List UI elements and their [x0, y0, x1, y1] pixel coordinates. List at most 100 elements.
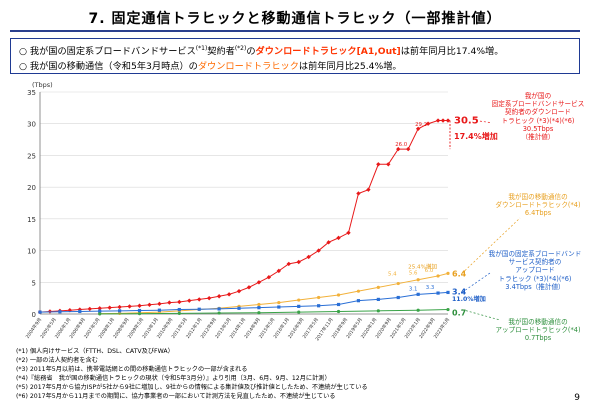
- data-point: [440, 118, 446, 123]
- callout-connector: [461, 309, 501, 321]
- growth-label-fixed: 17.4%増加: [454, 131, 498, 141]
- data-point: [217, 311, 221, 315]
- data-point: [286, 261, 291, 267]
- summary-line-fixed: ○ 我が国の固定系ブロードバンドサービス(*1)契約者(*2)のダウンロードトラ…: [19, 41, 571, 59]
- data-point: [216, 294, 222, 299]
- data-point: [356, 299, 361, 303]
- title-divider: [10, 30, 580, 32]
- callout-mobile-upload-line: 我が国の移動通信の: [508, 318, 568, 326]
- callout-mobile-download: 我が国の移動通信の ダウンロードトラヒック(*4) 6.4Tbps: [490, 193, 586, 218]
- data-point: [316, 248, 321, 253]
- data-point: [446, 290, 450, 295]
- data-point: [366, 187, 371, 192]
- callout-fixed-upload-line: サービス契約者の: [508, 258, 562, 267]
- footnote-3: (*3) 2011年5月以前は、携帯電話網との間の移動通信トラヒックの一部が含ま…: [16, 365, 248, 373]
- callout-mobile-upload-line: アップロードトラヒック(*4): [495, 326, 581, 335]
- data-point: [336, 293, 341, 297]
- callout-fixed-upload-line: 3.4Tbps（推計値）: [505, 282, 565, 291]
- data-point: [87, 306, 92, 312]
- data-point: [147, 302, 152, 308]
- data-point: [206, 295, 212, 301]
- end-label-mobile-upload: 0.7: [452, 309, 466, 318]
- callout-fixed-upload-line: 我が国の固定系ブロードバンド: [488, 250, 582, 258]
- data-point: [396, 295, 400, 300]
- callout-fixed-upload-line: アップロード: [515, 266, 555, 275]
- summary-line2-suffix: は前年同月比25.4%増。: [298, 61, 402, 73]
- summary-line1-mid: 契約者: [207, 46, 235, 58]
- summary-line1-prefix: ○ 我が国の固定系ブロードバンドサービス: [19, 46, 196, 58]
- series-line: [39, 291, 449, 313]
- data-point: [297, 298, 301, 302]
- data-point: [297, 304, 301, 308]
- data-point: [317, 304, 321, 308]
- data-point: [396, 146, 401, 152]
- y-tick-label: 10: [27, 248, 36, 256]
- page-title: 7. 固定通信トラヒックと移動通信トラヒック（一部推計値）: [88, 11, 502, 27]
- data-point: [436, 274, 440, 278]
- callout-mobile-download-line: 我が国の移動通信の: [508, 193, 568, 201]
- callout-fixed-download-line: 固定系ブロードバンドサービス: [491, 100, 585, 109]
- point-label: 3.1: [409, 286, 418, 292]
- summary-line2-highlight: ダウンロードトラヒック: [197, 61, 299, 73]
- summary-line2-prefix: ○ 我が国の移動通信（令和5年3月時点）の: [19, 61, 198, 73]
- data-point: [98, 312, 102, 316]
- summary-line1-sup2: (*2): [234, 45, 247, 52]
- data-point: [98, 309, 102, 313]
- data-point: [277, 300, 281, 305]
- data-point: [177, 307, 181, 312]
- y-tick-label: 5: [32, 279, 36, 287]
- data-point: [356, 191, 361, 196]
- data-point: [197, 297, 202, 302]
- data-point: [257, 311, 261, 315]
- data-point: [137, 312, 142, 316]
- end-label-fixed-upload: 3.4: [452, 287, 467, 296]
- data-point: [446, 271, 450, 276]
- end-label-fixed-download: 30.5: [454, 116, 479, 127]
- data-point: [445, 118, 451, 123]
- summary-line1-of: の: [246, 46, 256, 58]
- data-point: [217, 307, 221, 311]
- data-point: [237, 306, 241, 310]
- data-point: [326, 240, 331, 245]
- data-point: [376, 297, 380, 302]
- data-point: [317, 295, 321, 300]
- y-tick-label: 30: [27, 121, 36, 129]
- data-point: [416, 278, 420, 282]
- y-tick-label: 25: [27, 152, 36, 160]
- data-point: [177, 299, 182, 305]
- footnote-6: (*6) 2017年5月から11月までの期間に、協力事業者の一部において計測方法…: [16, 392, 336, 400]
- growth-label-fixed-upload: 11.0%増加: [452, 295, 486, 303]
- data-point: [118, 309, 122, 313]
- callout-fixed-upload-line: トラヒック (*3)(*4)(*6): [498, 274, 572, 283]
- data-point: [336, 309, 341, 314]
- data-point: [405, 146, 411, 152]
- data-point: [376, 309, 380, 313]
- data-point: [346, 230, 351, 236]
- callout-fixed-download-line: （推計値）: [521, 133, 555, 142]
- data-point: [376, 162, 381, 167]
- data-point: [446, 307, 450, 312]
- data-point: [256, 280, 262, 285]
- point-label: 3.3: [426, 285, 435, 291]
- summary-box: ○ 我が国の固定系ブロードバンドサービス(*1)契約者(*2)のダウンロードトラ…: [10, 38, 580, 74]
- data-point: [107, 305, 112, 310]
- callout-fixed-download-line: 我が国の: [524, 92, 552, 100]
- traffic-chart: 05101520253035(Tbps)2004年9月2005年5月2006年1…: [24, 81, 521, 342]
- callout-fixed-upload: 我が国の固定系ブロードバンド サービス契約者の アップロード トラヒック (*3)(*…: [482, 250, 588, 291]
- data-point: [416, 292, 420, 296]
- series-line: [39, 120, 448, 313]
- end-label-mobile-download: 6.4: [452, 269, 467, 278]
- data-point: [416, 308, 420, 312]
- data-point: [415, 126, 421, 131]
- callout-fixed-download: 我が国の 固定系ブロードバンドサービス 契約者のダウンロード トラヒック (*3)(*…: [488, 92, 588, 141]
- footnote-4: (*4)『総務省 我が国の移動通信トラヒックの現状（令和5年3月分）』より引用（…: [16, 374, 331, 382]
- callout-mobile-download-line: 6.4Tbps: [524, 209, 552, 218]
- data-point: [167, 300, 172, 305]
- data-point: [336, 302, 341, 307]
- data-point: [297, 310, 301, 314]
- data-point: [425, 121, 431, 126]
- data-point: [38, 310, 42, 314]
- callout-mobile-upload-line: 0.7Tbps: [524, 334, 552, 343]
- point-label: 5.6: [409, 270, 418, 276]
- data-point: [177, 311, 181, 315]
